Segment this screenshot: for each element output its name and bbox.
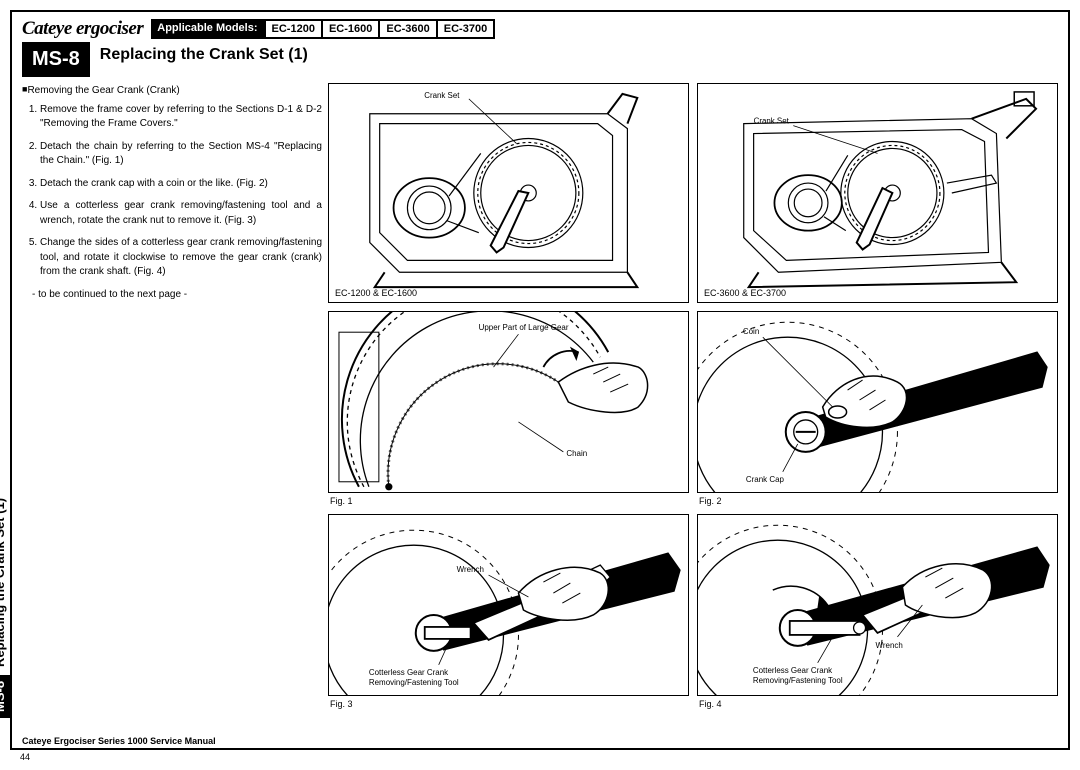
- diagram-svg: Wrench Cotterless Gear Crank Removing/Fa…: [698, 515, 1057, 695]
- figure-caption: Fig. 2: [699, 496, 1058, 506]
- figure-1: Upper Part of Large Gear Chain: [328, 311, 689, 493]
- figure-caption: EC-1200 & EC-1600: [335, 288, 417, 298]
- figure-machine-3600: Crank Set EC-3600 & EC-3700: [697, 83, 1058, 303]
- diagram-svg: Coin Crank Cap: [698, 312, 1057, 492]
- figure-2: Coin Crank Cap: [697, 311, 1058, 493]
- continued-note: - to be continued to the next page -: [22, 288, 322, 303]
- label-crank-set: Crank Set: [424, 91, 460, 100]
- figure-caption: Fig. 1: [330, 496, 689, 506]
- model-cell: EC-1600: [323, 19, 380, 39]
- label-tool-line2: Removing/Fastening Tool: [753, 676, 843, 685]
- subhead-text: Removing the Gear Crank (Crank): [27, 85, 179, 96]
- step-item: Detach the crank cap with a coin or the …: [40, 177, 322, 192]
- diagram-svg: Wrench Cotterless Gear Crank Removing/Fa…: [329, 515, 688, 695]
- step-item: Remove the frame cover by referring to t…: [40, 103, 322, 132]
- figure-1-wrap: Upper Part of Large Gear Chain Fig. 1: [328, 311, 689, 506]
- label-tool-line2: Removing/Fastening Tool: [369, 678, 459, 687]
- footer-text: Cateye Ergociser Series 1000 Service Man…: [22, 736, 216, 746]
- header: Cateye ergociser Applicable Models: EC-1…: [12, 12, 1068, 42]
- label-crank-set: Crank Set: [754, 117, 790, 126]
- label-wrench: Wrench: [876, 641, 903, 650]
- instructions-column: ■Removing the Gear Crank (Crank) Remove …: [22, 83, 322, 723]
- figures-grid: Crank Set EC-1200 & EC-1600: [328, 83, 1058, 723]
- diagram-svg: Crank Set: [329, 84, 688, 302]
- models-list: EC-1200 EC-1600 EC-3600 EC-3700: [264, 19, 496, 39]
- label-upper-gear: Upper Part of Large Gear: [479, 323, 569, 332]
- section-bar: MS-8 Replacing the Crank Set (1): [22, 42, 1058, 77]
- step-item: Change the sides of a cotterless gear cr…: [40, 236, 322, 280]
- figure-4-wrap: Wrench Cotterless Gear Crank Removing/Fa…: [697, 514, 1058, 709]
- label-coin: Coin: [743, 327, 759, 336]
- model-cell: EC-3600: [380, 19, 437, 39]
- page-number: 44: [20, 752, 1080, 762]
- applicable-models-label: Applicable Models:: [151, 19, 263, 39]
- manual-page: Cateye ergociser Applicable Models: EC-1…: [10, 10, 1070, 750]
- label-tool-line1: Cotterless Gear Crank: [369, 668, 448, 677]
- step-item: Use a cotterless gear crank removing/fas…: [40, 199, 322, 228]
- section-code: MS-8: [22, 42, 90, 77]
- figure-caption: Fig. 4: [699, 699, 1058, 709]
- side-code: MS-8: [0, 675, 10, 718]
- diagram-svg: Upper Part of Large Gear Chain: [329, 312, 688, 492]
- section-title: Replacing the Crank Set (1): [90, 42, 318, 77]
- figure-caption: Fig. 3: [330, 699, 689, 709]
- figure-caption: EC-3600 & EC-3700: [704, 288, 786, 298]
- model-cell: EC-3700: [438, 19, 495, 39]
- side-title: Replacing the Crank Set (1): [0, 490, 10, 675]
- content-area: ■Removing the Gear Crank (Crank) Remove …: [12, 83, 1068, 723]
- label-tool-line1: Cotterless Gear Crank: [753, 666, 832, 675]
- model-cell: EC-1200: [264, 19, 323, 39]
- figure-3: Wrench Cotterless Gear Crank Removing/Fa…: [328, 514, 689, 696]
- label-crank-cap: Crank Cap: [746, 475, 785, 484]
- diagram-svg: Crank Set: [698, 84, 1057, 302]
- step-list: Remove the frame cover by referring to t…: [22, 103, 322, 280]
- figure-machine-1200: Crank Set EC-1200 & EC-1600: [328, 83, 689, 303]
- label-chain: Chain: [566, 449, 587, 458]
- brand-logo: Cateye ergociser: [22, 18, 143, 40]
- figure-3-wrap: Wrench Cotterless Gear Crank Removing/Fa…: [328, 514, 689, 709]
- figure-2-wrap: Coin Crank Cap Fig. 2: [697, 311, 1058, 506]
- side-tab: MS-8 Replacing the Crank Set (1): [0, 490, 10, 718]
- subhead: ■Removing the Gear Crank (Crank): [22, 83, 322, 99]
- step-item: Detach the chain by referring to the Sec…: [40, 140, 322, 169]
- figure-4: Wrench Cotterless Gear Crank Removing/Fa…: [697, 514, 1058, 696]
- label-wrench: Wrench: [457, 565, 484, 574]
